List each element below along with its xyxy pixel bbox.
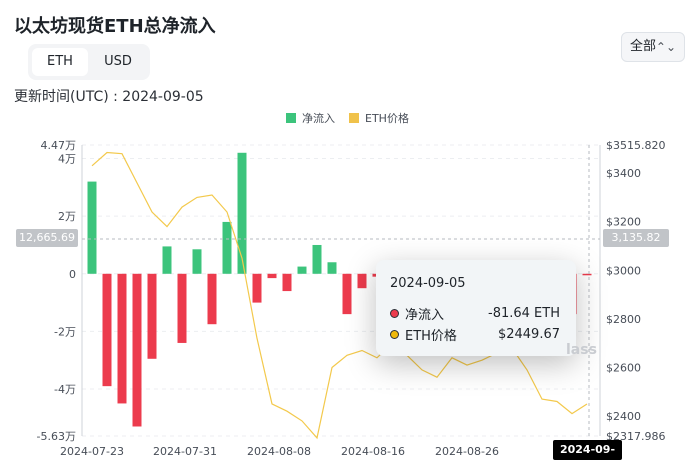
x-axis-tick: 2024-08-16 — [341, 445, 405, 458]
net-inflow-bar — [177, 273, 187, 343]
right-axis-tick: $3400 — [606, 167, 641, 180]
left-axis-tick: -5.63万 — [37, 430, 76, 443]
net-inflow-bar — [222, 221, 232, 274]
legend-item-net-inflow[interactable]: 净流入 — [286, 110, 335, 126]
right-axis-tick: $3515.820 — [606, 139, 666, 152]
tooltip-row-eth-price: ETH价格 $2449.67 — [390, 324, 560, 345]
chart-tooltip: 2024-09-05 净流入 -81.64 ETH ETH价格 $2449.67 — [376, 260, 576, 356]
net-inflow-bar — [252, 273, 262, 303]
net-inflow-bar — [312, 244, 322, 274]
net-inflow-bar — [297, 266, 307, 274]
unit-toggle: ETH USD — [28, 44, 150, 80]
legend-swatch-eth-price — [349, 113, 359, 123]
tooltip-dot-eth-price — [390, 330, 399, 339]
x-axis-tick: 2024-08-26 — [435, 445, 499, 458]
left-axis-tick: 4.47万 — [41, 139, 77, 152]
right-axis-tick: $3000 — [606, 264, 641, 277]
tooltip-row-net-inflow: 净流入 -81.64 ETH — [390, 303, 560, 324]
right-axis-tick: $3200 — [606, 216, 641, 229]
net-inflow-bar — [357, 273, 367, 289]
unit-option-eth[interactable]: ETH — [32, 48, 88, 76]
right-axis-tick: $2600 — [606, 361, 641, 374]
chevron-updown-icon: ⌃⌄ — [655, 40, 676, 54]
crosshair-left-label: 12,665.69 — [16, 229, 78, 247]
left-axis-tick: 4万 — [58, 153, 76, 166]
tooltip-label-eth-price: ETH价格 — [405, 329, 457, 344]
range-select[interactable]: 全部 ⌃⌄ — [621, 32, 685, 62]
net-inflow-bar — [342, 273, 352, 315]
net-inflow-bar — [117, 273, 127, 404]
net-inflow-bar — [327, 262, 337, 274]
hover-date-flag: 2024-09-05 — [553, 440, 622, 476]
net-inflow-bar — [102, 273, 112, 387]
net-inflow-bar — [237, 152, 247, 274]
range-select-value: 全部 — [630, 39, 657, 54]
right-axis-tick: $2317.986 — [606, 430, 666, 443]
update-time: 更新时间(UTC) : 2024-09-05 — [14, 89, 204, 105]
x-axis-tick: 2024-07-23 — [60, 445, 124, 458]
tooltip-value-eth-price: $2449.67 — [497, 327, 560, 342]
legend-label-eth-price: ETH价格 — [365, 112, 409, 125]
tooltip-label-net-inflow: 净流入 — [405, 308, 445, 323]
watermark: lass — [566, 342, 597, 358]
page-title: 以太坊现货ETH总净流入 — [14, 16, 216, 37]
unit-option-usd[interactable]: USD — [104, 54, 132, 69]
tooltip-dot-net-inflow — [390, 309, 399, 318]
left-axis-tick: -4万 — [54, 383, 76, 396]
tooltip-date: 2024-09-05 — [390, 276, 466, 291]
net-inflow-bar — [192, 249, 202, 274]
crosshair-right-label: 3,135.82 — [603, 229, 669, 247]
x-axis-tick: 2024-07-31 — [153, 445, 217, 458]
left-axis-tick: 0 — [69, 268, 76, 281]
net-inflow-bar — [132, 273, 142, 427]
net-inflow-bar — [162, 246, 172, 274]
legend-item-eth-price[interactable]: ETH价格 — [349, 110, 409, 126]
legend-swatch-net-inflow — [286, 113, 296, 123]
net-inflow-bar — [87, 181, 97, 274]
net-inflow-bar — [207, 273, 217, 325]
x-axis-tick: 2024-08-08 — [247, 445, 311, 458]
tooltip-value-net-inflow: -81.64 ETH — [488, 306, 560, 321]
right-axis-tick: $2800 — [606, 313, 641, 326]
net-inflow-bar — [582, 273, 592, 276]
chart-legend: 净流入 ETH价格 — [286, 110, 409, 126]
right-axis-tick: $2400 — [606, 410, 641, 423]
legend-label-net-inflow: 净流入 — [302, 112, 335, 125]
net-inflow-bar — [267, 273, 277, 279]
left-axis-tick: 2万 — [58, 210, 76, 223]
net-inflow-bar — [282, 273, 292, 292]
net-inflow-bar — [147, 273, 157, 359]
left-axis-tick: -2万 — [54, 325, 76, 338]
